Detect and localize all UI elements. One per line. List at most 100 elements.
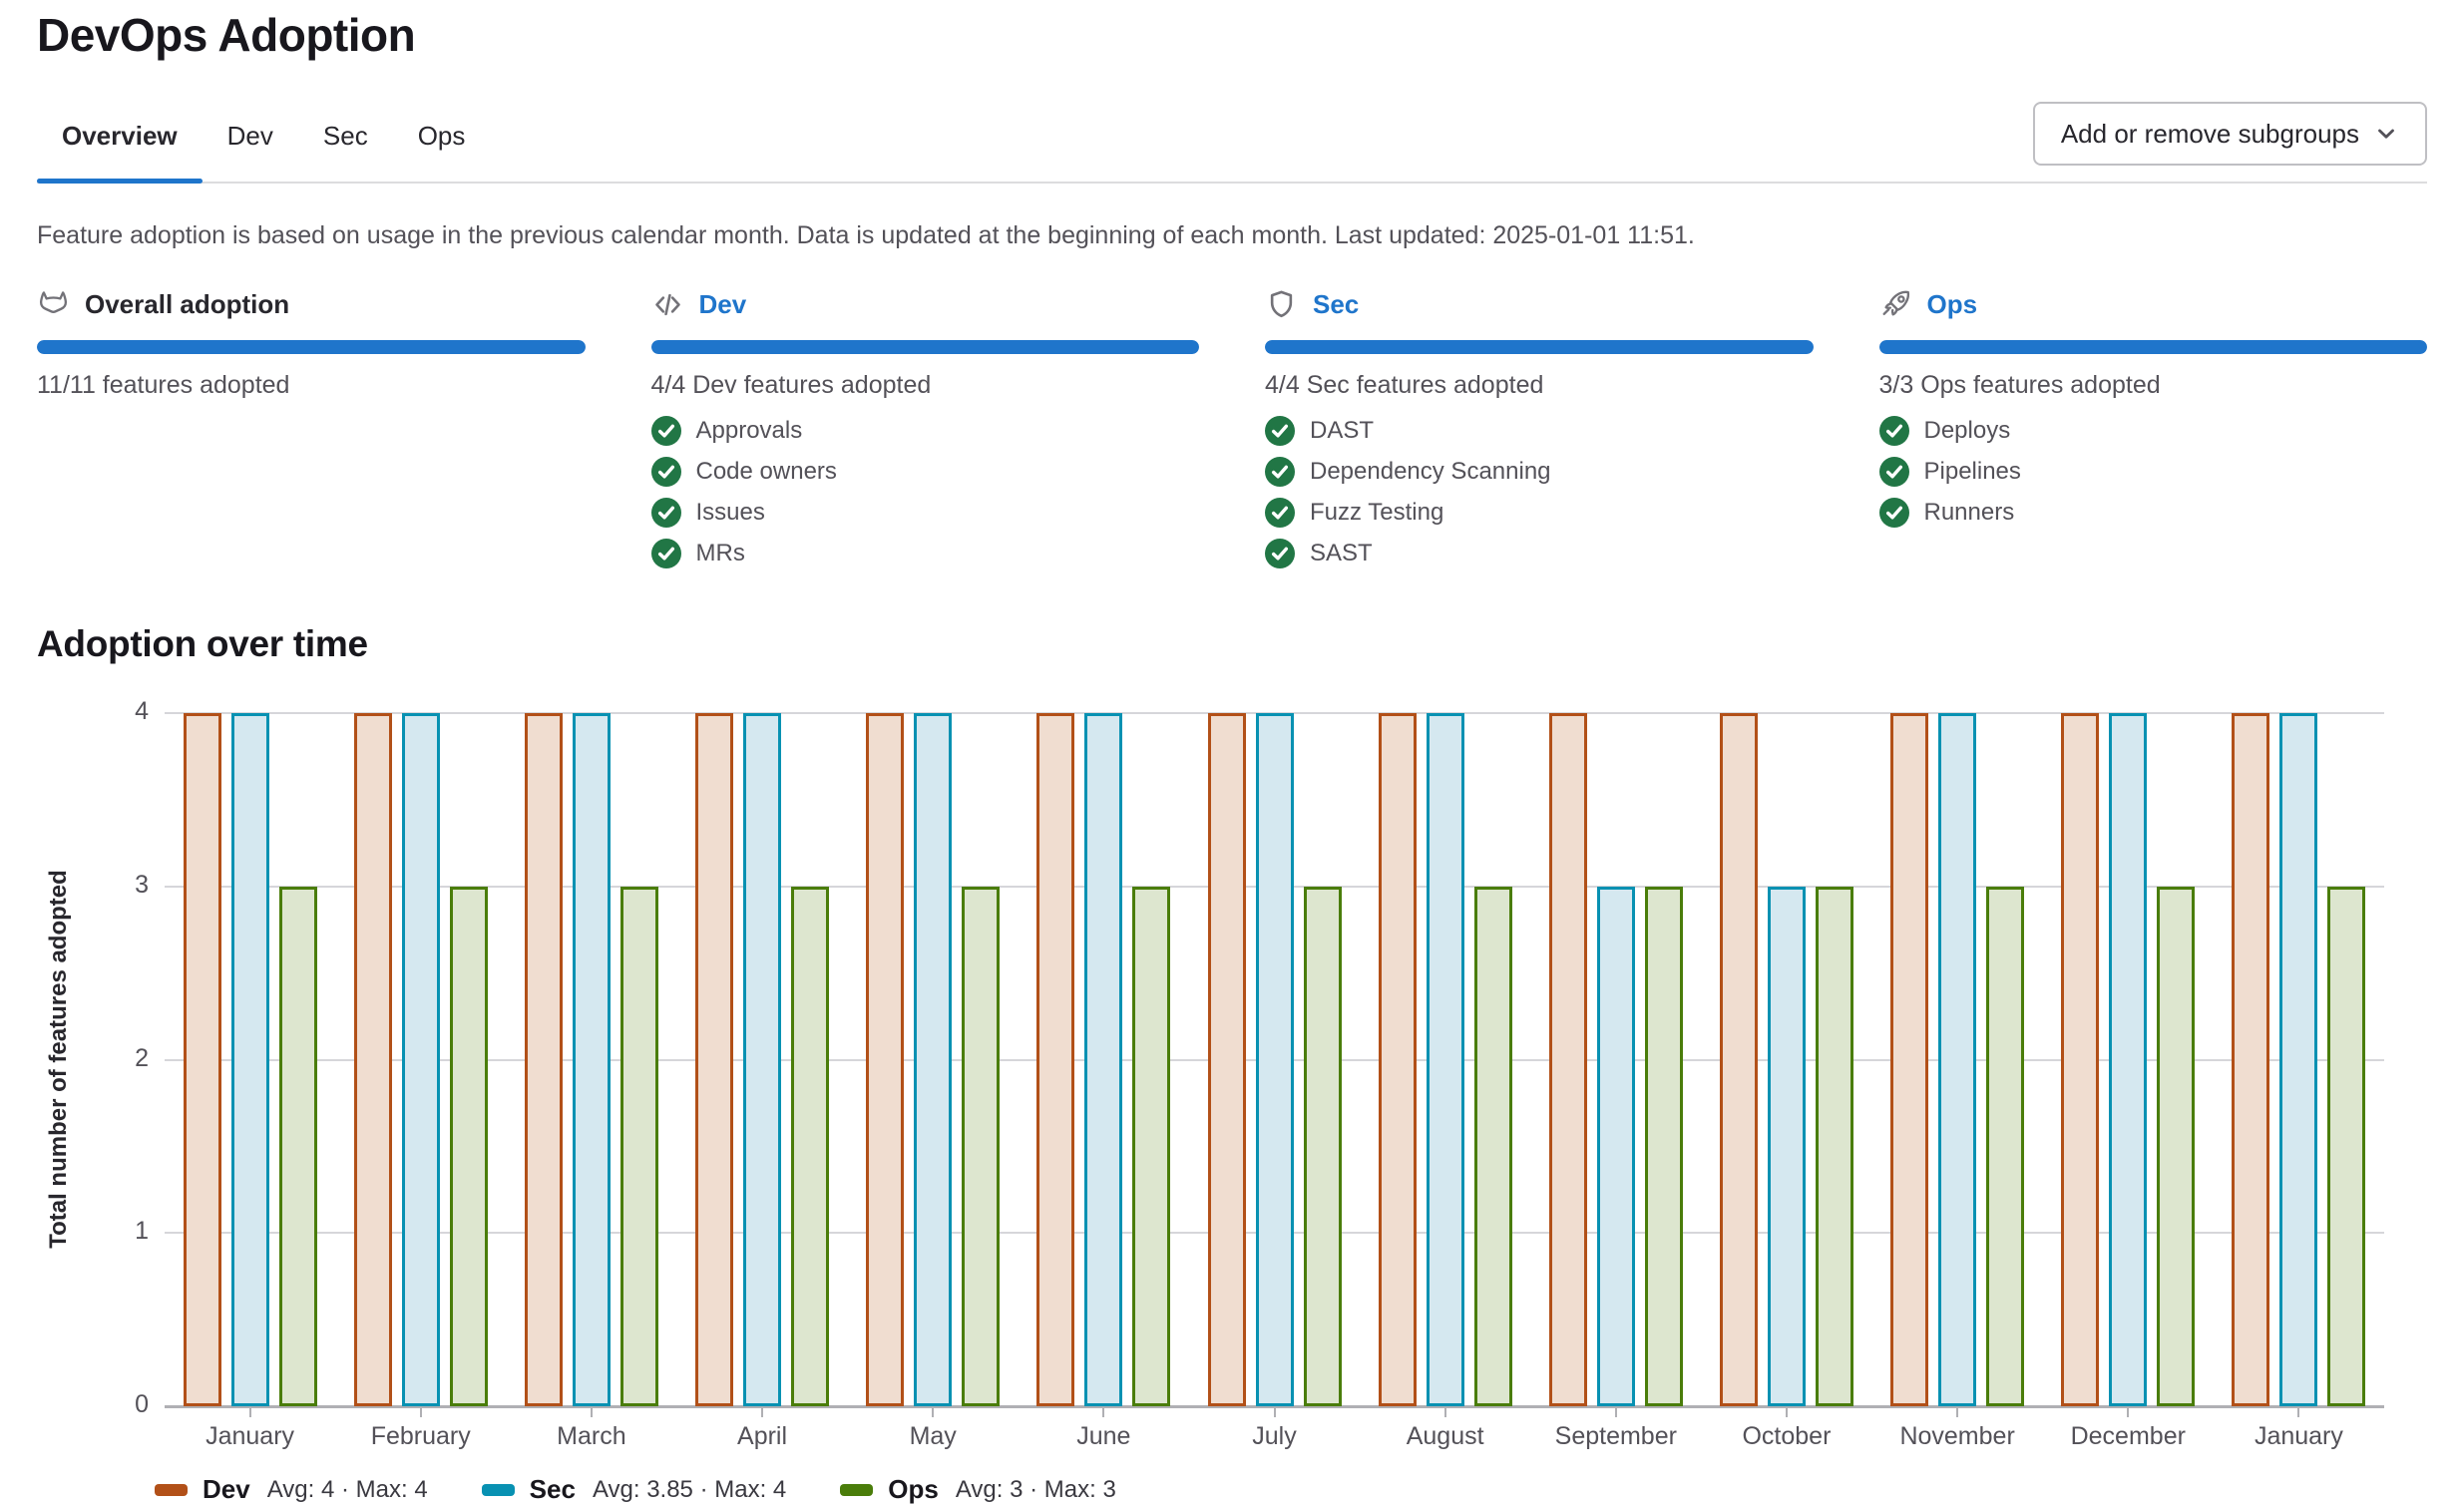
feature-label: Fuzz Testing [1310,498,1444,526]
bar-dev-january [2232,713,2270,1406]
x-axis-line [165,1405,2384,1408]
chart-legend: Dev Avg: 4 · Max: 4 Sec Avg: 3.85 · Max: 4 O… [155,1474,2427,1505]
bar-sec-january [2279,713,2318,1406]
bar-dev-september [1548,713,1587,1406]
legend-item-ops[interactable]: Ops Avg: 3 · Max: 3 [840,1474,1116,1505]
check-circle-icon [1878,456,1909,487]
code-icon [651,288,684,321]
bar-ops-february [449,886,488,1406]
legend-series-stats: Avg: 3.85 · Max: 4 [592,1475,787,1503]
check-circle-icon [650,415,681,446]
tab-overview[interactable]: Overview [37,100,203,184]
bar-sec-april [743,713,782,1406]
bar-dev-july [1207,713,1246,1406]
tab-ops[interactable]: Ops [393,100,491,182]
legend-item-sec[interactable]: Sec Avg: 3.85 · Max: 4 [481,1474,787,1505]
card-title-dev[interactable]: Dev [698,288,747,319]
x-tick-label: March [557,1422,626,1450]
check-circle-icon [1265,415,1295,446]
x-axis-tick [2297,1408,2300,1417]
x-tick-label: August [1406,1422,1484,1450]
x-tick-label: September [1554,1422,1677,1450]
feature-label: Issues [695,498,765,526]
chevron-down-icon [2373,121,2399,147]
bar-dev-april [695,713,734,1406]
feature-item: Issues [650,492,1200,533]
tanuki-icon [37,288,70,321]
check-circle-icon [1265,497,1295,528]
legend-series-name: Sec [529,1474,576,1504]
bar-ops-december [2157,886,2196,1406]
feature-list: Approvals Code owners Issues MRs [650,410,1200,573]
x-axis-tick [1273,1408,1276,1417]
x-axis-tick [932,1408,935,1417]
bar-dev-march [524,713,563,1406]
x-axis-tick [2127,1408,2130,1417]
bar-ops-june [1132,886,1171,1406]
x-tick-label: April [737,1422,788,1450]
feature-item: Deploys [1878,410,2428,451]
check-circle-icon [650,456,681,487]
feature-label: DAST [1310,416,1375,444]
bar-dev-november [1890,713,1929,1406]
x-tick-label: May [909,1422,957,1450]
bar-ops-september [1644,886,1683,1406]
rocket-icon [1879,288,1912,321]
x-tick-label: July [1252,1422,1297,1450]
feature-label: SAST [1310,539,1373,566]
x-axis-tick [248,1408,251,1417]
tab-sec[interactable]: Sec [298,100,393,182]
legend-item-dev[interactable]: Dev Avg: 4 · Max: 4 [155,1474,428,1505]
plot-area: 0 1 2 3 4 January February March April May June Jul… [135,697,2384,1450]
adoption-count: 4/4 Sec features adopted [1265,371,1544,399]
adoption-count: 3/3 Ops features adopted [1878,371,2161,399]
bar-ops-march [619,886,658,1406]
y-tick-label: 3 [135,870,149,899]
add-or-remove-subgroups-button[interactable]: Add or remove subgroups [2032,102,2427,166]
bar-sec-july [1255,713,1294,1406]
adoption-count: 4/4 Dev features adopted [650,371,932,399]
feature-item: Dependency Scanning [1265,451,1814,492]
feature-item: SAST [1265,533,1814,573]
check-circle-icon [650,538,681,568]
y-tick-label: 2 [135,1043,149,1072]
tab-dev[interactable]: Dev [203,100,298,182]
x-tick-label: January [2254,1422,2343,1450]
feature-label: Runners [1923,498,2015,526]
page-title: DevOps Adoption [37,9,416,61]
adoption-count: 11/11 features adopted [37,371,290,399]
bar-ops-july [1303,886,1342,1406]
bar-sec-october [1767,886,1806,1406]
legend-series-stats: Avg: 3 · Max: 3 [955,1475,1116,1503]
feature-label: Dependency Scanning [1310,457,1551,485]
bar-dev-february [353,713,392,1406]
bar-ops-november [1986,886,2025,1406]
card-title-overall-adoption: Overall adoption [85,288,290,319]
legend-series-stats: Avg: 4 · Max: 4 [266,1475,428,1503]
bar-sec-february [401,713,440,1406]
bar-ops-april [791,886,830,1406]
card-dev: Dev 4/4 Dev features adopted Approvals Code… [650,286,1200,573]
x-axis-tick [419,1408,422,1417]
tab-bar: Overview Dev Sec Ops Add or remove subgroup… [37,100,2427,184]
feature-label: Code owners [695,457,837,485]
card-title-ops[interactable]: Ops [1926,288,1978,319]
bar-dev-october [1719,713,1758,1406]
progress-bar [1265,340,1814,354]
x-tick-label: October [1742,1422,1832,1450]
x-tick-label: January [205,1422,295,1450]
x-axis-tick [1956,1408,1959,1417]
y-tick-label: 1 [135,1217,149,1246]
bar-sec-november [1938,713,1977,1406]
bar-sec-january [230,713,269,1406]
x-axis-tick [1614,1408,1617,1417]
card-title-sec[interactable]: Sec [1313,288,1360,319]
adoption-over-time-chart[interactable]: Total number of features adopted 0 1 2 3 4 Ja… [37,666,2427,1464]
feature-item: MRs [650,533,1200,573]
info-text: Feature adoption is based on usage in th… [37,221,1695,249]
adoption-cards: Overall adoption 11/11 features adopted De… [37,286,2427,573]
progress-bar [37,340,586,354]
feature-label: MRs [695,539,745,566]
legend-swatch-ops [840,1483,874,1496]
